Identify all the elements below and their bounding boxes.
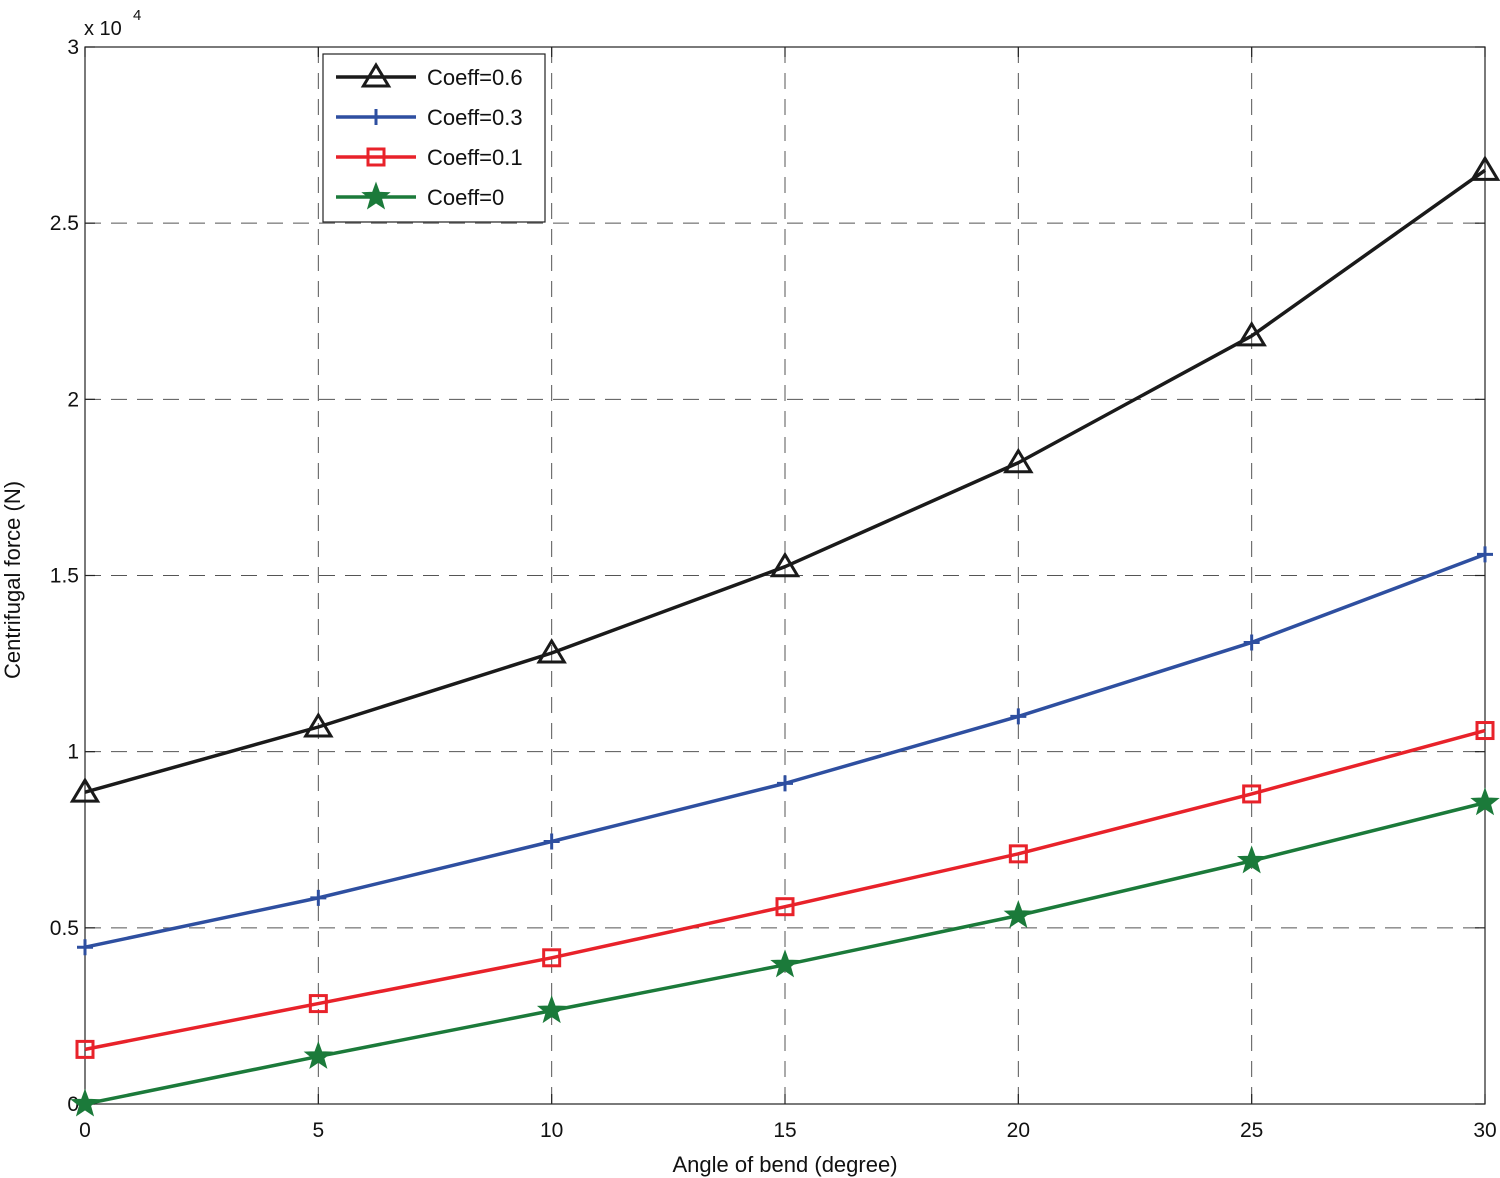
plus-marker: [1477, 546, 1493, 563]
triangle-marker: [1469, 155, 1500, 181]
star-marker: [1470, 787, 1500, 816]
series-Coeff=0.1: [75, 721, 1495, 1059]
star-marker: [770, 949, 800, 978]
y-tick-label: 2: [67, 388, 79, 411]
y-tick-label: 1: [67, 741, 79, 764]
series-line: [84, 168, 1487, 794]
y-tick-label: 0.5: [50, 917, 79, 940]
y-tick-label: 0: [67, 1093, 79, 1116]
triangle-marker: [1003, 447, 1034, 474]
y-multiplier: x 10 4: [84, 7, 141, 40]
plus-marker: [368, 109, 384, 125]
square-marker: [308, 994, 328, 1014]
star-marker: [536, 995, 567, 1024]
series-Coeff=0.6: [69, 155, 1500, 803]
legend-box: [322, 53, 546, 223]
series-layer: [69, 155, 1500, 1117]
triangle-marker: [69, 777, 101, 803]
plus-marker: [310, 889, 327, 906]
star-marker: [1236, 845, 1267, 874]
legend-item: Coeff=0.1: [336, 145, 523, 170]
triangle-marker: [536, 638, 567, 664]
square-marker: [1475, 721, 1495, 741]
plus-marker: [77, 939, 93, 956]
triangle-marker: [1236, 320, 1267, 347]
square-marker: [366, 147, 386, 167]
y-tick-label: 2.5: [50, 212, 79, 235]
x-tick-label: 25: [1240, 1119, 1263, 1142]
y-multiplier-exponent: 4: [133, 7, 141, 24]
plus-marker: [777, 775, 793, 792]
y-axis-label: Centrifugal force (N): [0, 481, 25, 679]
y-multiplier-text: x 10: [84, 18, 122, 40]
x-tick-label: 30: [1473, 1119, 1496, 1142]
square-marker: [75, 1039, 95, 1059]
x-axis-label: Angle of bend (degree): [672, 1152, 897, 1177]
star-marker: [70, 1088, 100, 1117]
triangle-marker: [360, 62, 392, 88]
legend-item: Coeff=0.3: [336, 105, 523, 130]
x-tick-label: 10: [540, 1119, 563, 1142]
legend: Coeff=0.6 Coeff=0.3 Coeff=0.1 Coeff=0: [322, 53, 546, 223]
square-marker: [542, 948, 562, 968]
plus-marker: [1010, 708, 1027, 725]
series-Coeff=0: [70, 787, 1500, 1117]
plus-marker: [543, 833, 560, 850]
axis-ticks: 0 5 10 15 20 25 30 0 0.5 1 1.5 2 2.5 3: [50, 36, 1497, 1142]
series-Coeff=0.3: [77, 546, 1493, 956]
legend-label: Coeff=0: [427, 185, 504, 210]
legend-label: Coeff=0.3: [427, 105, 523, 130]
star-marker: [361, 181, 391, 210]
x-tick-label: 0: [79, 1119, 91, 1142]
legend-item: Coeff=0: [336, 181, 504, 210]
y-tick-label: 3: [67, 36, 79, 59]
legend-item: Coeff=0.6: [336, 62, 523, 90]
triangle-marker: [769, 551, 801, 578]
triangle-marker: [303, 712, 334, 738]
x-tick-label: 5: [312, 1119, 324, 1142]
plus-marker: [1243, 634, 1260, 651]
star-marker: [303, 1040, 334, 1069]
x-tick-label: 20: [1007, 1119, 1030, 1142]
square-marker: [775, 897, 795, 917]
square-marker: [1242, 784, 1262, 804]
square-marker: [1008, 844, 1028, 864]
star-marker: [1003, 900, 1034, 929]
y-tick-label: 1.5: [50, 565, 79, 588]
series-line: [84, 728, 1486, 1052]
x-tick-label: 15: [773, 1119, 796, 1142]
legend-label: Coeff=0.6: [427, 65, 523, 90]
legend-label: Coeff=0.1: [427, 145, 523, 170]
